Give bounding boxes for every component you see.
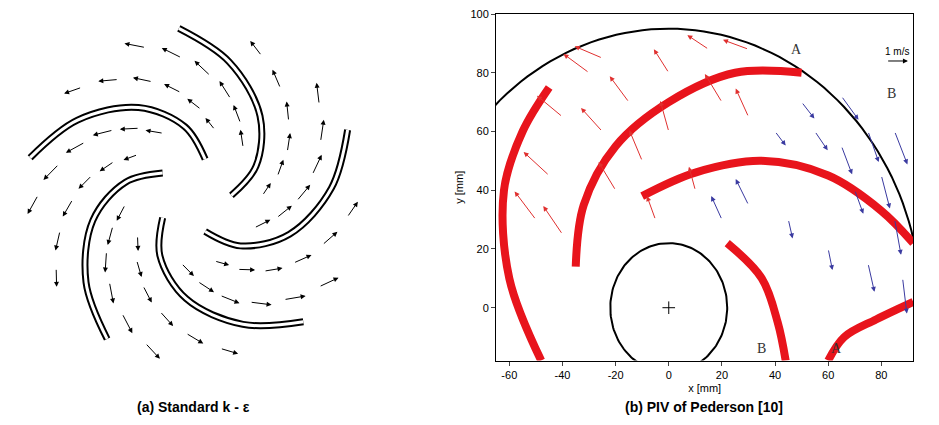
svg-text:80: 80 bbox=[875, 369, 887, 381]
svg-text:60: 60 bbox=[822, 369, 834, 381]
svg-text:40: 40 bbox=[477, 184, 489, 196]
svg-text:100: 100 bbox=[470, 8, 488, 20]
svg-text:20: 20 bbox=[716, 369, 728, 381]
svg-text:B: B bbox=[757, 341, 766, 356]
svg-text:A: A bbox=[831, 341, 842, 356]
svg-text:0: 0 bbox=[666, 369, 672, 381]
svg-text:80: 80 bbox=[477, 67, 489, 79]
svg-text:1 m/s: 1 m/s bbox=[885, 46, 909, 57]
svg-text:40: 40 bbox=[769, 369, 781, 381]
svg-text:60: 60 bbox=[477, 125, 489, 137]
svg-text:20: 20 bbox=[477, 243, 489, 255]
svg-text:0: 0 bbox=[483, 302, 489, 314]
svg-text:y [mm]: y [mm] bbox=[453, 171, 465, 204]
svg-text:(a) Standard k - ε: (a) Standard k - ε bbox=[137, 399, 250, 415]
svg-text:x [mm]: x [mm] bbox=[688, 382, 721, 394]
svg-text:-40: -40 bbox=[554, 369, 570, 381]
svg-text:B: B bbox=[887, 86, 896, 101]
svg-text:(b) PIV of Pederson [10]: (b) PIV of Pederson [10] bbox=[625, 399, 783, 415]
svg-text:A: A bbox=[791, 42, 802, 57]
svg-text:-60: -60 bbox=[501, 369, 517, 381]
svg-text:-20: -20 bbox=[608, 369, 624, 381]
